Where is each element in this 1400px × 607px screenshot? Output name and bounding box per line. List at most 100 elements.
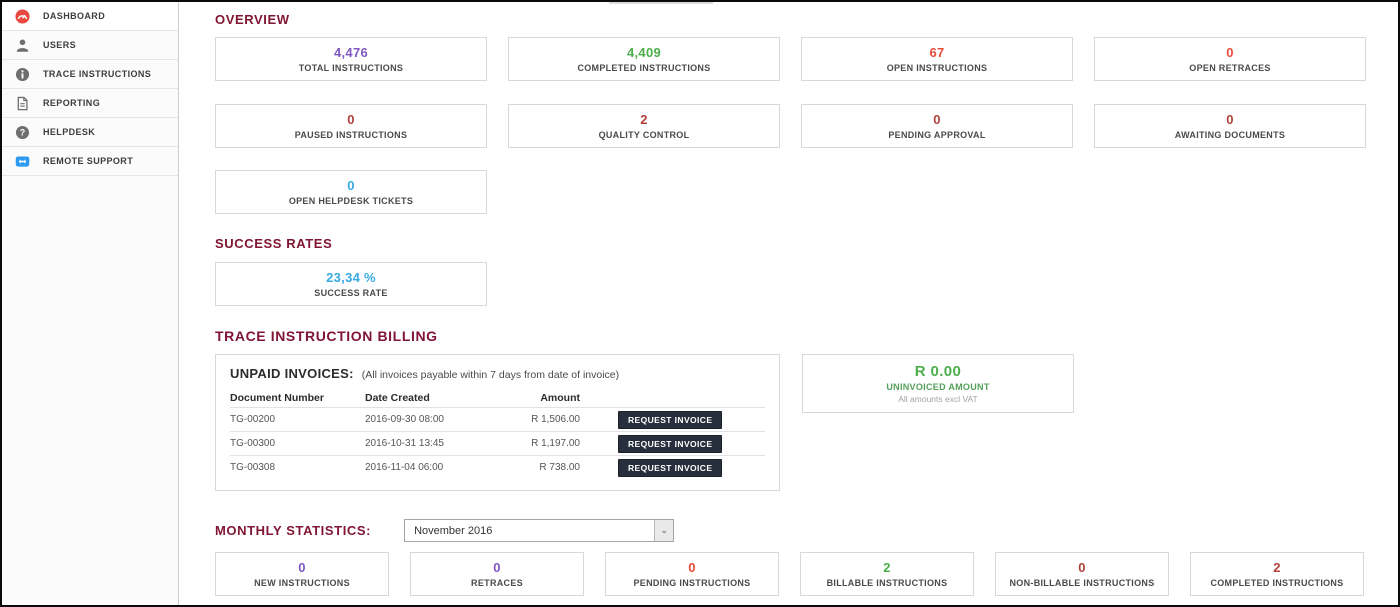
stat-label: QUALITY CONTROL	[598, 130, 690, 140]
stat-card-awaiting-documents: 0 AWAITING DOCUMENTS	[1094, 104, 1366, 148]
invoice-amount: R 1,197.00	[531, 438, 580, 449]
uninvoiced-amount-value: R 0.00	[914, 363, 962, 380]
column-header-date-created: Date Created	[365, 392, 430, 404]
stat-value: 0	[933, 112, 941, 127]
success-rates-heading: SUCCESS RATES	[215, 236, 333, 251]
sidebar-item-label: HELPDESK	[43, 127, 96, 137]
help-icon: ?	[15, 125, 30, 140]
stat-value: 0	[298, 560, 306, 575]
unpaid-invoices-note: (All invoices payable within 7 days from…	[361, 369, 620, 381]
stat-label: TOTAL INSTRUCTIONS	[298, 63, 404, 73]
invoice-table-header: Document Number Date Created Amount	[230, 389, 765, 407]
stat-card-open-helpdesk-tickets: 0 OPEN HELPDESK TICKETS	[215, 170, 487, 214]
request-invoice-button[interactable]: REQUEST INVOICE	[618, 458, 723, 477]
stat-value: 4,409	[626, 45, 662, 60]
stat-card-total-instructions: 4,476 TOTAL INSTRUCTIONS	[215, 37, 487, 81]
cutoff-element	[609, 2, 713, 4]
stat-label: PENDING INSTRUCTIONS	[633, 578, 751, 588]
sidebar-item-helpdesk[interactable]: ? HELPDESK	[2, 118, 178, 147]
sidebar-item-label: DASHBOARD	[43, 11, 106, 21]
sidebar-item-label: USERS	[43, 40, 77, 50]
stat-label: COMPLETED INSTRUCTIONS	[577, 63, 711, 73]
monthly-statistics-heading: MONTHLY STATISTICS:	[215, 523, 372, 538]
invoice-amount: R 1,506.00	[531, 414, 580, 425]
stat-value: 23,34 %	[326, 270, 376, 285]
stat-label: COMPLETED INSTRUCTIONS	[1210, 578, 1344, 588]
billing-heading: TRACE INSTRUCTION BILLING	[215, 328, 438, 344]
stat-card-pending-instructions: 0 PENDING INSTRUCTIONS	[605, 552, 779, 596]
request-invoice-button[interactable]: REQUEST INVOICE	[618, 434, 723, 453]
stat-card-billable-instructions: 2 BILLABLE INSTRUCTIONS	[800, 552, 974, 596]
stat-value: 0	[493, 560, 501, 575]
stat-value: 0	[347, 112, 355, 127]
monthly-statistics-line: MONTHLY STATISTICS: November 2016 ⌄	[215, 519, 1398, 542]
overview-row-1: 4,476 TOTAL INSTRUCTIONS 4,409 COMPLETED…	[215, 37, 1398, 81]
overview-row-3: 0 OPEN HELPDESK TICKETS	[215, 170, 1398, 214]
stat-card-open-retraces: 0 OPEN RETRACES	[1094, 37, 1366, 81]
invoice-date-created: 2016-09-30 08:00	[365, 414, 444, 425]
stat-card-completed-instructions: 4,409 COMPLETED INSTRUCTIONS	[508, 37, 780, 81]
uninvoiced-amount-card: R 0.00 UNINVOICED AMOUNT All amounts exc…	[802, 354, 1074, 413]
stat-value: 0	[1226, 112, 1234, 127]
chevron-down-icon[interactable]: ⌄	[654, 520, 674, 541]
stat-label: SUCCESS RATE	[314, 288, 388, 298]
stat-card-new-instructions: 0 NEW INSTRUCTIONS	[215, 552, 389, 596]
invoice-row: TG-00300 2016-10-31 13:45 R 1,197.00 REQ…	[230, 431, 765, 455]
invoice-row: TG-00200 2016-09-30 08:00 R 1,506.00 REQ…	[230, 407, 765, 431]
invoice-doc-number: TG-00300	[230, 438, 276, 449]
stat-label: OPEN INSTRUCTIONS	[886, 63, 988, 73]
stat-card-success-rate: 23,34 % SUCCESS RATE	[215, 262, 487, 306]
uninvoiced-amount-label: UNINVOICED AMOUNT	[886, 382, 990, 392]
unpaid-invoices-panel: UNPAID INVOICES: (All invoices payable w…	[215, 354, 780, 491]
invoice-date-created: 2016-11-04 06:00	[365, 462, 444, 473]
unpaid-invoices-title: UNPAID INVOICES:	[230, 366, 354, 381]
uninvoiced-amount-note: All amounts excl VAT	[898, 394, 978, 404]
stat-value: 4,476	[333, 45, 369, 60]
report-icon	[15, 96, 30, 111]
month-select[interactable]: November 2016 ⌄	[404, 519, 675, 542]
stat-card-open-instructions: 67 OPEN INSTRUCTIONS	[801, 37, 1073, 81]
monthly-stats-row: 0 NEW INSTRUCTIONS 0 RETRACES 0 PENDING …	[215, 552, 1398, 596]
stat-value: 0	[347, 178, 355, 193]
sidebar-item-label: TRACE INSTRUCTIONS	[43, 69, 152, 79]
user-icon	[15, 38, 30, 53]
dashboard-icon	[15, 8, 30, 24]
stat-label: PENDING APPROVAL	[888, 130, 986, 140]
sidebar-item-reporting[interactable]: REPORTING	[2, 89, 178, 118]
sidebar-item-label: REPORTING	[43, 98, 101, 108]
svg-text:?: ?	[20, 127, 25, 137]
main-content: OVERVIEW 4,476 TOTAL INSTRUCTIONS 4,409 …	[180, 2, 1398, 605]
stat-value: 2	[1273, 560, 1281, 575]
stat-label: NON-BILLABLE INSTRUCTIONS	[1009, 578, 1155, 588]
invoice-doc-number: TG-00308	[230, 462, 276, 473]
request-invoice-button[interactable]: REQUEST INVOICE	[618, 410, 723, 429]
sidebar-item-trace-instructions[interactable]: TRACE INSTRUCTIONS	[2, 60, 178, 89]
stat-value: 2	[883, 560, 891, 575]
sidebar-item-dashboard[interactable]: DASHBOARD	[2, 2, 178, 31]
overview-heading: OVERVIEW	[215, 12, 290, 27]
overview-row-2: 0 PAUSED INSTRUCTIONS 2 QUALITY CONTROL …	[215, 104, 1398, 148]
invoice-date-created: 2016-10-31 13:45	[365, 438, 444, 449]
stat-value: 0	[1078, 560, 1086, 575]
stat-value: 2	[640, 112, 648, 127]
remote-support-icon	[15, 154, 30, 169]
stat-value: 0	[688, 560, 696, 575]
sidebar-item-label: REMOTE SUPPORT	[43, 156, 134, 166]
stat-card-non-billable-instructions: 0 NON-BILLABLE INSTRUCTIONS	[995, 552, 1169, 596]
sidebar-item-users[interactable]: USERS	[2, 31, 178, 60]
stat-label: AWAITING DOCUMENTS	[1174, 130, 1286, 140]
stat-label: NEW INSTRUCTIONS	[254, 578, 350, 588]
stat-card-pending-approval: 0 PENDING APPROVAL	[801, 104, 1073, 148]
month-select-value: November 2016	[414, 524, 493, 537]
info-icon	[15, 67, 30, 82]
stat-card-quality-control: 2 QUALITY CONTROL	[508, 104, 780, 148]
stat-card-completed-instructions-monthly: 2 COMPLETED INSTRUCTIONS	[1190, 552, 1364, 596]
stat-label: RETRACES	[471, 578, 523, 588]
billing-row: UNPAID INVOICES: (All invoices payable w…	[215, 354, 1398, 491]
invoice-amount: R 738.00	[539, 462, 580, 473]
column-header-document-number: Document Number	[230, 392, 324, 404]
unpaid-invoices-title-line: UNPAID INVOICES: (All invoices payable w…	[230, 366, 765, 381]
invoice-doc-number: TG-00200	[230, 414, 276, 425]
sidebar-item-remote-support[interactable]: REMOTE SUPPORT	[2, 147, 178, 176]
